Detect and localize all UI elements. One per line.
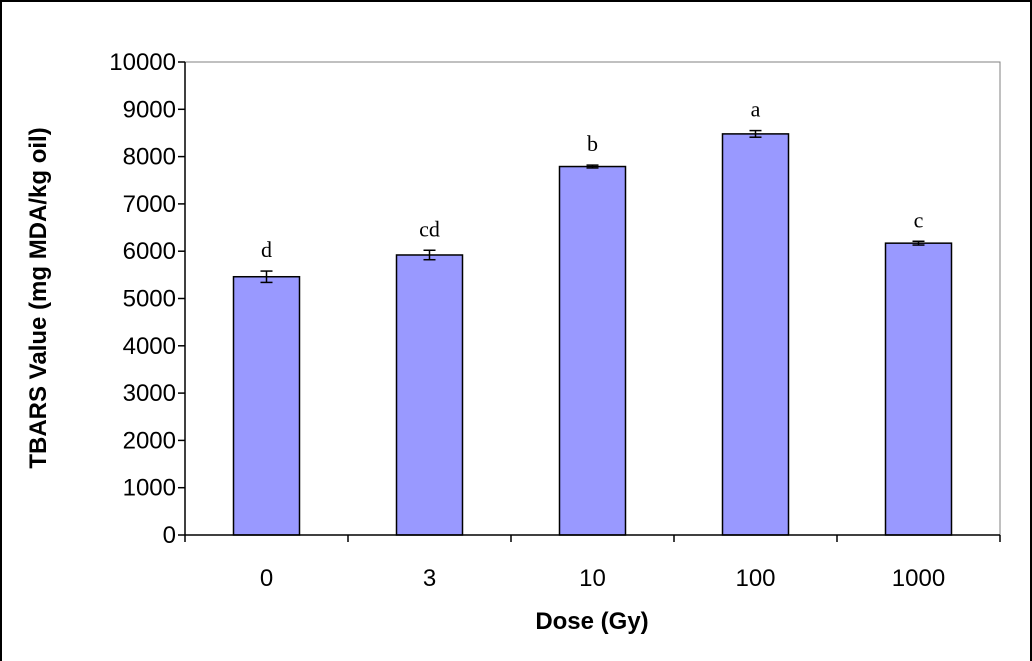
x-tick-label-1000: 1000 — [892, 565, 945, 592]
bar-10 — [558, 165, 627, 536]
significance-letter-3: cd — [419, 216, 440, 241]
bar-0 — [232, 275, 301, 536]
significance-letters-group: d cd b a c — [261, 97, 924, 262]
significance-letter-0: d — [261, 237, 272, 262]
y-tick-label-8000: 8000 — [123, 144, 176, 171]
y-tick-label-0: 0 — [163, 522, 176, 549]
significance-letter-1000: c — [914, 207, 924, 232]
significance-letter-10: b — [587, 131, 598, 156]
y-axis-title: TBARS Value (mg MDA/kg oil) — [25, 127, 52, 468]
bar-100 — [721, 133, 790, 536]
y-tick-label-5000: 5000 — [123, 286, 176, 313]
y-tick-labels: 0 1000 2000 3000 4000 5000 6000 7000 8000 9000 100… — [109, 49, 176, 549]
bar-3 — [395, 254, 464, 536]
y-tick-label-3000: 3000 — [123, 380, 176, 407]
x-tick-label-0: 0 — [260, 565, 273, 592]
y-tick-label-6000: 6000 — [123, 238, 176, 265]
axes-group — [178, 61, 1001, 542]
x-tick-labels: 0 3 10 100 1000 — [260, 565, 945, 592]
x-axis-title: Dose (Gy) — [535, 608, 648, 635]
x-tick-label-3: 3 — [423, 565, 436, 592]
y-tick-label-2000: 2000 — [123, 427, 176, 454]
significance-letter-100: a — [751, 97, 761, 122]
x-tick-label-100: 100 — [735, 565, 775, 592]
y-tick-label-1000: 1000 — [123, 475, 176, 502]
y-tick-label-10000: 10000 — [109, 49, 176, 76]
y-tick-label-7000: 7000 — [123, 191, 176, 218]
y-tick-label-9000: 9000 — [123, 96, 176, 123]
y-tick-label-4000: 4000 — [123, 333, 176, 360]
bar-1000 — [884, 242, 953, 536]
error-bars-group — [260, 129, 925, 284]
x-tick-label-10: 10 — [579, 565, 606, 592]
